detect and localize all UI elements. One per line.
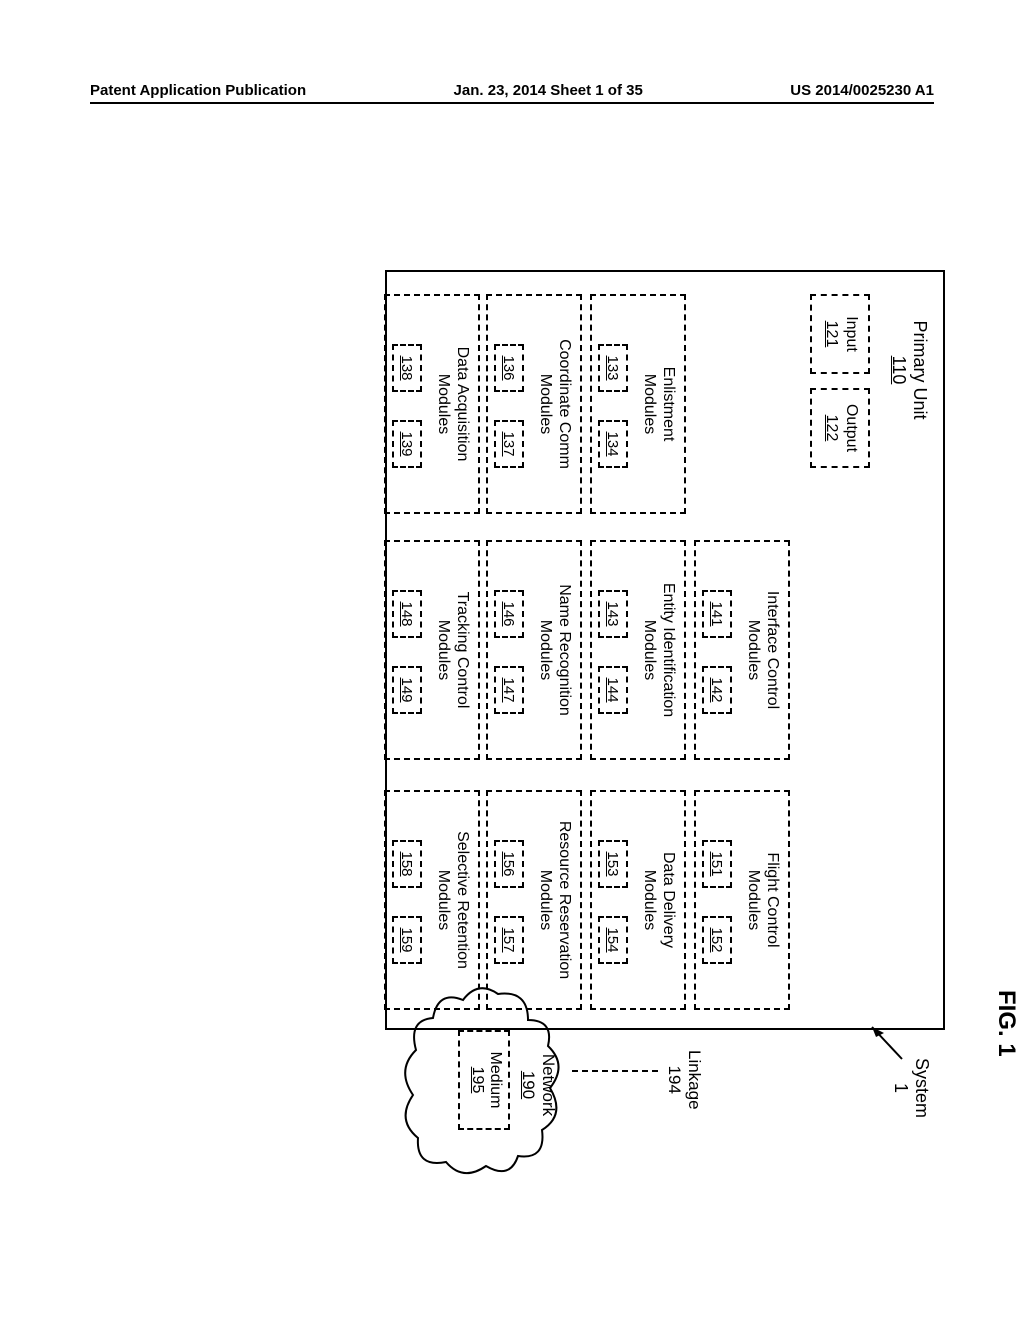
module-box: Resource ReservationModules 156 157 xyxy=(486,790,582,1010)
header-center: Jan. 23, 2014 Sheet 1 of 35 xyxy=(454,82,643,99)
module-sub: 143 xyxy=(598,590,628,638)
header-rule xyxy=(90,102,934,104)
primary-unit-num: 110 xyxy=(889,356,909,385)
linkage-text: Linkage xyxy=(685,1050,704,1110)
module-title: Data DeliveryModules xyxy=(640,792,678,1008)
module-title: Name RecognitionModules xyxy=(536,542,574,758)
system-label: System 1 xyxy=(890,1058,932,1118)
network-num: 190 xyxy=(518,1045,538,1125)
module-title: Selective RetentionModules xyxy=(434,792,472,1008)
module-sub: 146 xyxy=(494,590,524,638)
module-sub: 147 xyxy=(494,666,524,714)
medium-box: Medium 195 xyxy=(458,1030,510,1130)
module-sub: 133 xyxy=(598,344,628,392)
module-box: Entity IdentificationModules 143 144 xyxy=(590,540,686,760)
output-num: 122 xyxy=(822,390,840,466)
linkage-num: 194 xyxy=(665,1066,684,1094)
output-box: Output 122 xyxy=(810,388,870,468)
module-sub: 139 xyxy=(392,420,422,468)
module-title: Flight ControlModules xyxy=(744,792,782,1008)
diagram-rotated: FIG. 1 System 1 Primary Unit 110 Input 1… xyxy=(0,270,1020,1070)
module-sub: 134 xyxy=(598,420,628,468)
module-sub: 148 xyxy=(392,590,422,638)
module-sub: 157 xyxy=(494,916,524,964)
header-right: US 2014/0025230 A1 xyxy=(790,82,934,99)
module-sub: 136 xyxy=(494,344,524,392)
module-box: Coordinate CommModules 136 137 xyxy=(486,294,582,514)
module-sub: 152 xyxy=(702,916,732,964)
module-box: Flight ControlModules 151 152 xyxy=(694,790,790,1010)
module-sub: 142 xyxy=(702,666,732,714)
module-title: Tracking ControlModules xyxy=(434,542,472,758)
module-box: EnlistmentModules 133 134 xyxy=(590,294,686,514)
module-sub: 144 xyxy=(598,666,628,714)
system-text: System xyxy=(912,1058,932,1118)
network-text: Network xyxy=(539,1054,558,1116)
linkage-label: Linkage 194 xyxy=(664,1050,704,1110)
module-box: Name RecognitionModules 146 147 xyxy=(486,540,582,760)
module-title: Interface ControlModules xyxy=(744,542,782,758)
module-sub: 137 xyxy=(494,420,524,468)
primary-unit-title: Primary Unit 110 xyxy=(888,290,930,450)
medium-num: 195 xyxy=(468,1032,486,1128)
module-sub: 153 xyxy=(598,840,628,888)
page: Patent Application Publication Jan. 23, … xyxy=(0,0,1024,1320)
input-box: Input 121 xyxy=(810,294,870,374)
module-title: EnlistmentModules xyxy=(640,296,678,512)
module-sub: 158 xyxy=(392,840,422,888)
module-box: Selective RetentionModules 158 159 xyxy=(384,790,480,1010)
module-sub: 159 xyxy=(392,916,422,964)
system-num: 1 xyxy=(891,1083,911,1093)
module-title: Entity IdentificationModules xyxy=(640,542,678,758)
output-label: Output xyxy=(843,404,860,452)
network-label: Network 190 xyxy=(518,1045,558,1125)
figure-label: FIG. 1 xyxy=(992,990,1020,1057)
header-left: Patent Application Publication xyxy=(90,82,306,99)
module-sub: 141 xyxy=(702,590,732,638)
module-box: Data AcquisitionModules 138 139 xyxy=(384,294,480,514)
module-box: Data DeliveryModules 153 154 xyxy=(590,790,686,1010)
module-box: Tracking ControlModules 148 149 xyxy=(384,540,480,760)
page-header: Patent Application Publication Jan. 23, … xyxy=(90,82,934,99)
diagram-canvas: FIG. 1 System 1 Primary Unit 110 Input 1… xyxy=(0,270,1020,1070)
medium-text: Medium xyxy=(487,1052,504,1109)
module-sub: 149 xyxy=(392,666,422,714)
module-sub: 151 xyxy=(702,840,732,888)
input-num: 121 xyxy=(822,296,840,372)
module-title: Data AcquisitionModules xyxy=(434,296,472,512)
module-sub: 138 xyxy=(392,344,422,392)
module-sub: 156 xyxy=(494,840,524,888)
module-title: Resource ReservationModules xyxy=(536,792,574,1008)
module-sub: 154 xyxy=(598,916,628,964)
module-box: Interface ControlModules 141 142 xyxy=(694,540,790,760)
primary-unit-text: Primary Unit xyxy=(910,320,930,419)
input-label: Input xyxy=(843,316,860,352)
module-title: Coordinate CommModules xyxy=(536,296,574,512)
